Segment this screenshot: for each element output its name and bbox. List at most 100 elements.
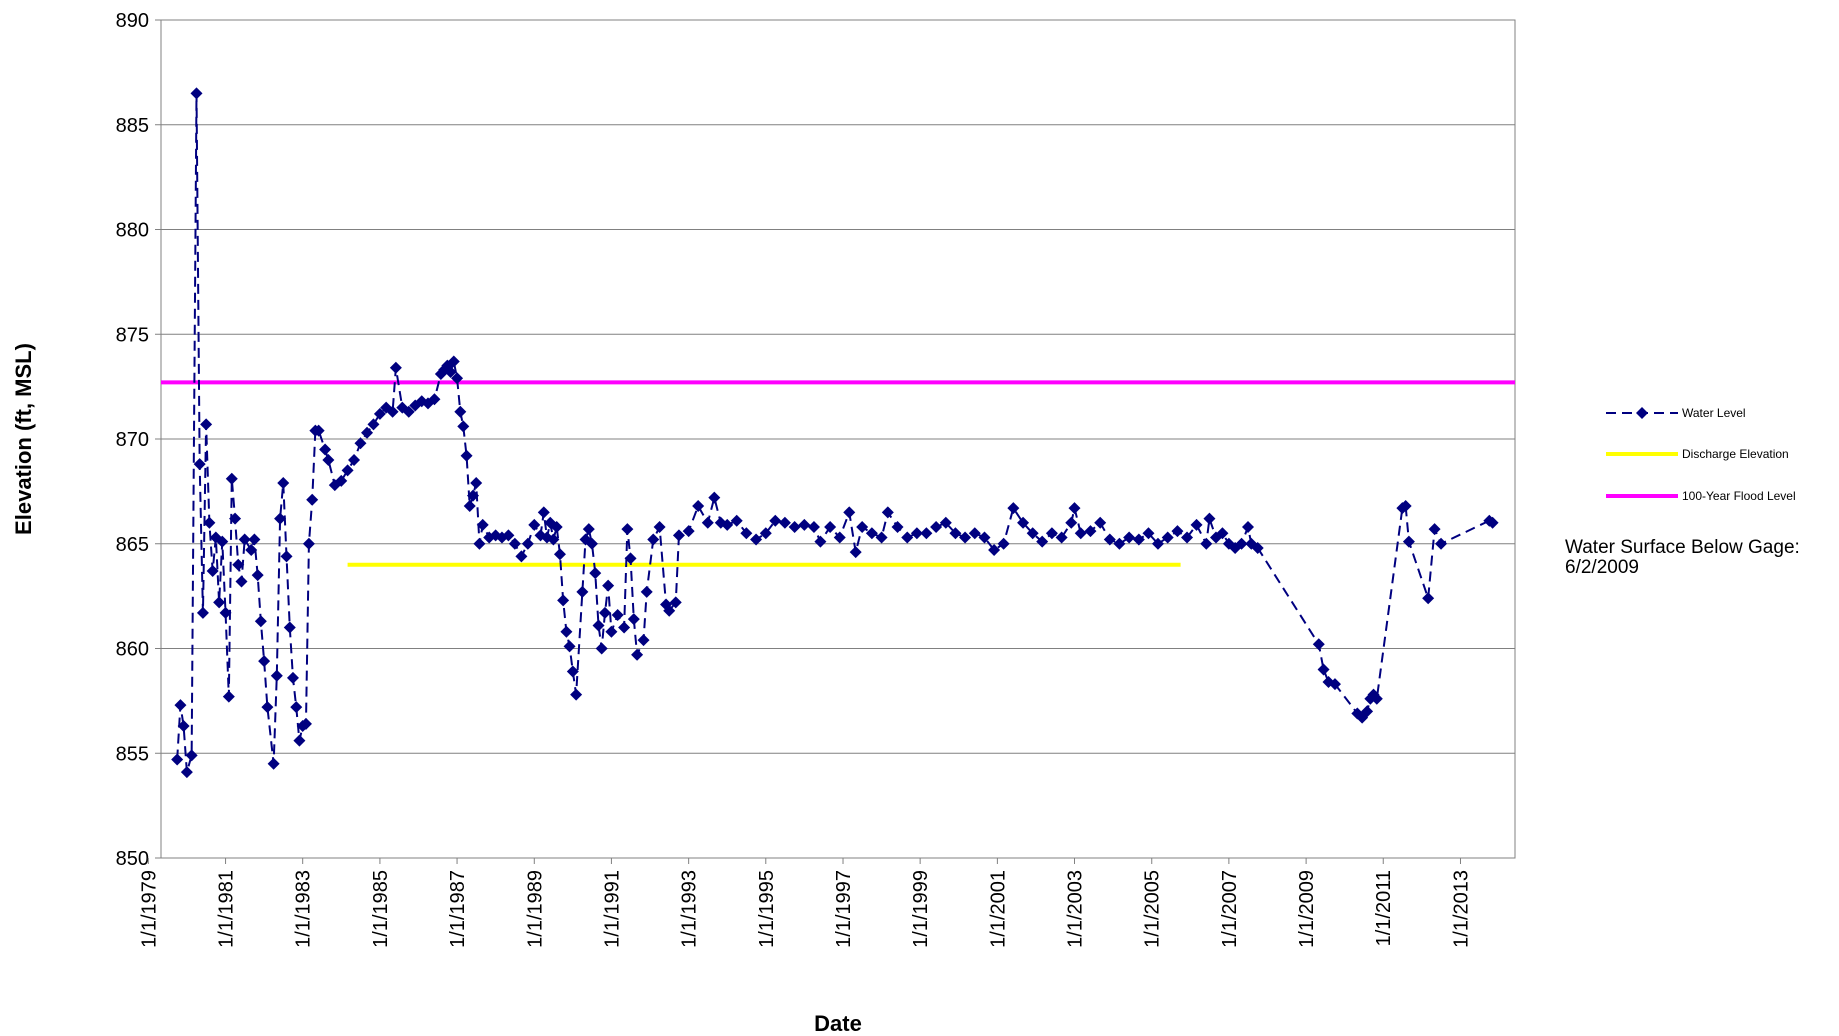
water-level-point — [389, 361, 402, 374]
water-level-point — [521, 537, 534, 550]
water-level-point — [930, 520, 943, 533]
water-level-point — [1435, 537, 1448, 550]
water-level-point — [528, 518, 541, 531]
y-axis-title: Elevation (ft, MSL) — [11, 343, 36, 535]
water-level-point — [251, 569, 264, 582]
water-level-point — [1142, 527, 1155, 540]
water-level-point — [624, 552, 637, 565]
water-level-point — [672, 529, 685, 542]
water-level-point — [968, 527, 981, 540]
water-level-point — [1068, 502, 1081, 515]
legend: Water Level Discharge Elevation 100-Year… — [1606, 406, 1796, 503]
y-tick-label: 870 — [116, 429, 149, 451]
water-level-point — [891, 520, 904, 533]
water-level-point — [373, 407, 386, 420]
water-level-point — [849, 546, 862, 559]
water-level-point — [1161, 531, 1174, 544]
water-level-point — [283, 621, 296, 634]
x-tick-label: 1/1/1987 — [447, 870, 469, 948]
x-axis-title: Date — [814, 1011, 862, 1036]
water-level-point — [1007, 502, 1020, 515]
water-level-point — [1200, 537, 1213, 550]
water-level-point — [225, 472, 238, 485]
water-level-point — [286, 671, 299, 684]
water-level-point — [1216, 527, 1229, 540]
water-level-point — [267, 757, 280, 770]
water-level-point — [1312, 638, 1325, 651]
water-level-point — [502, 529, 515, 542]
water-level-point — [348, 453, 361, 466]
water-level-point — [949, 527, 962, 540]
water-level-point — [843, 506, 856, 519]
water-level-point — [235, 575, 248, 588]
water-level-point — [692, 500, 705, 513]
water-level-point — [721, 518, 734, 531]
water-level-point — [537, 506, 550, 519]
water-level-point — [196, 606, 209, 619]
water-level-point — [254, 615, 267, 628]
y-tick-label: 860 — [116, 639, 149, 661]
water-level-point — [653, 520, 666, 533]
x-tick-label: 1/1/1989 — [524, 870, 546, 948]
x-tick-label: 1/1/1999 — [910, 870, 932, 948]
x-tick-label: 1/1/2009 — [1296, 870, 1318, 948]
legend-diamond-marker-icon — [1636, 407, 1648, 419]
water-level-point — [185, 749, 198, 762]
x-axis-ticks: 1/1/1979 1/1/1981 1/1/1983 1/1/1985 1/1/1987… — [138, 858, 1472, 948]
water-level-point — [621, 523, 634, 536]
water-level-point — [470, 476, 483, 489]
water-level-point — [778, 516, 791, 529]
water-level-point — [788, 520, 801, 533]
x-tick-label: 1/1/2013 — [1450, 870, 1472, 948]
water-level-point — [1045, 527, 1058, 540]
x-tick-label: 1/1/1993 — [679, 870, 701, 948]
water-level-point — [1103, 533, 1116, 546]
water-level-point — [1399, 500, 1412, 513]
water-level-point — [306, 493, 319, 506]
y-tick-label: 850 — [116, 848, 149, 870]
water-level-point — [476, 518, 489, 531]
water-level-point — [997, 537, 1010, 550]
x-tick-label: 1/1/1991 — [601, 870, 623, 948]
water-level-point — [1036, 535, 1049, 548]
water-level-point — [299, 717, 312, 730]
x-tick-label: 1/1/2001 — [987, 870, 1009, 948]
water-level-point — [824, 520, 837, 533]
water-level-point — [1084, 525, 1097, 538]
water-level-point — [1094, 516, 1107, 529]
y-axis-ticks: 850 855 860 865 870 875 880 885 890 — [116, 10, 161, 870]
water-level-point — [563, 640, 576, 653]
water-level-point — [595, 642, 608, 655]
water-level-point — [901, 531, 914, 544]
gridlines — [161, 19, 1515, 859]
water-level-point — [238, 533, 251, 546]
legend-label-flood-level: 100-Year Flood Level — [1682, 489, 1796, 503]
water-level-point — [319, 443, 332, 456]
water-level-point — [274, 512, 287, 525]
water-level-point — [730, 514, 743, 527]
water-level-point — [460, 449, 473, 462]
water-level-point — [463, 500, 476, 513]
water-level-point — [740, 527, 753, 540]
water-level-point — [814, 535, 827, 548]
y-tick-label: 885 — [116, 115, 149, 137]
water-level-point — [589, 567, 602, 580]
water-level-point — [354, 437, 367, 450]
water-level-point — [213, 596, 226, 609]
water-level-markers — [171, 87, 1499, 779]
water-level-point — [1181, 531, 1194, 544]
water-level-point — [750, 533, 763, 546]
water-level-point — [200, 418, 213, 431]
water-level-point — [386, 405, 399, 418]
water-level-point — [402, 405, 415, 418]
water-level-point — [631, 648, 644, 661]
water-level-point — [550, 520, 563, 533]
annotation-water-surface-below-gage: Water Surface Below Gage: 6/2/2009 — [1565, 537, 1800, 578]
water-level-point — [171, 753, 184, 766]
water-level-point — [293, 734, 306, 747]
water-level-point — [856, 520, 869, 533]
water-level-point — [1171, 525, 1184, 538]
legend-item-flood-level: 100-Year Flood Level — [1606, 489, 1796, 503]
water-level-point — [451, 372, 464, 385]
